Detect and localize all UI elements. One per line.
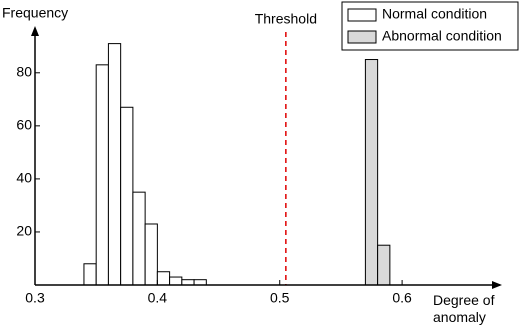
bar [156,271,171,286]
x-axis-arrow [492,281,502,289]
legend-swatch [347,30,377,44]
legend-label: Normal condition [382,6,487,22]
bar [95,64,109,286]
bar [83,263,97,286]
y-tick-label: 20 [16,223,32,239]
x-tick-label: 0.3 [25,290,45,306]
bar [144,223,158,286]
bar [132,191,146,286]
y-axis-arrow [31,26,39,36]
bar [107,43,122,286]
legend-label: Abnormal condition [382,28,502,44]
x-tick-label: 0.4 [148,290,168,306]
x-tick-label: 0.5 [270,290,290,306]
legend-swatch [347,8,377,22]
y-axis-label: Frequency [2,5,68,21]
y-tick-label: 40 [16,170,32,186]
bar [364,59,379,286]
bar [193,279,207,286]
threshold-label: Threshold [255,11,317,27]
y-tick-label: 80 [16,63,32,79]
bar [377,244,391,286]
x-tick-label: 0.6 [392,290,412,306]
bar [120,106,134,286]
bar [169,276,183,286]
y-tick-label: 60 [16,117,32,133]
bar [181,279,195,286]
x-axis-label: Degree of anomaly [433,292,495,325]
